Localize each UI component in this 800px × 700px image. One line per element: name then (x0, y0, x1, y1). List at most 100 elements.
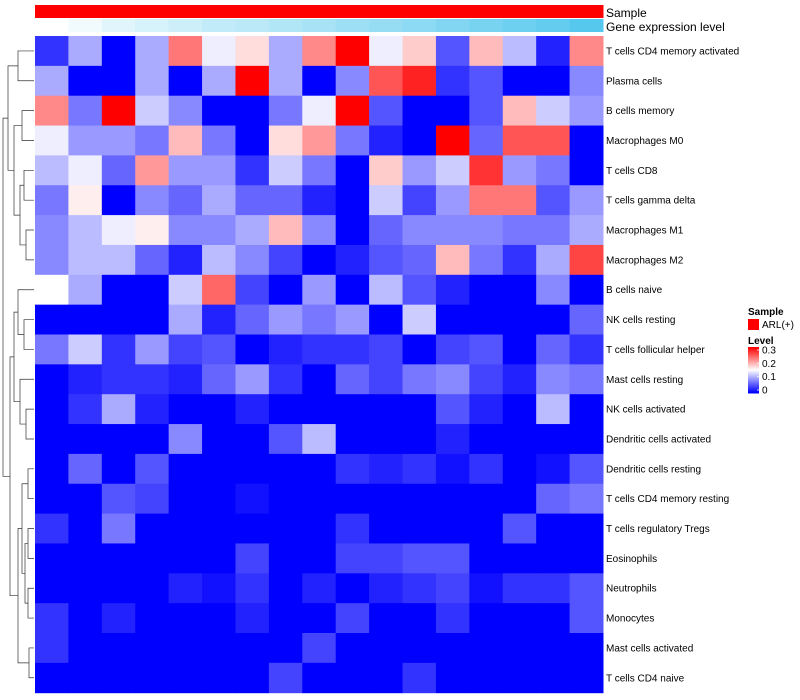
sample-annotation-cell (369, 5, 404, 18)
heatmap-cell (502, 633, 537, 664)
sample-annotation-cell (402, 5, 437, 18)
heatmap-cell (101, 573, 136, 604)
heatmap-cell (101, 36, 136, 67)
heatmap-cell (502, 155, 537, 186)
heatmap-cell (469, 155, 504, 186)
legend-sample-title: Sample (748, 307, 784, 318)
heatmap-cell (202, 274, 236, 306)
row-label: T cells CD4 memory resting (606, 494, 729, 505)
heatmap-cell (68, 573, 103, 604)
heatmap-cell (502, 513, 537, 544)
row-label: Monocytes (606, 614, 654, 625)
heatmap-cell (335, 304, 370, 335)
heatmap-cell (35, 274, 69, 306)
heatmap-cell (35, 125, 69, 156)
sample-annotation-cell (335, 5, 370, 18)
heatmap-cell (202, 424, 236, 455)
heatmap-cell (435, 65, 470, 97)
row-label: Dendritic cells resting (606, 464, 701, 475)
heatmap-cell (101, 125, 136, 156)
gene-expression-annotation-cell (135, 19, 170, 32)
heatmap-cell (202, 304, 236, 335)
heatmap-cell (202, 95, 236, 127)
heatmap-cell (235, 65, 270, 97)
heatmap-cell (435, 394, 470, 425)
heatmap-cell (202, 334, 236, 365)
heatmap-cell (569, 36, 604, 67)
heatmap-cell (435, 36, 470, 67)
dendrogram-branch (19, 378, 34, 425)
heatmap-cell (369, 65, 404, 97)
heatmap-cell (469, 304, 504, 335)
gene-expression-annotation-cell (268, 19, 303, 32)
heatmap-cell (402, 424, 437, 455)
heatmap-cell (369, 543, 404, 574)
heatmap-cell (168, 215, 203, 246)
heatmap-cell (101, 662, 136, 694)
legend-sample-swatch (748, 319, 759, 330)
heatmap-cell (335, 394, 370, 425)
legend-level-title: Level (748, 336, 774, 347)
heatmap-cell (35, 36, 69, 67)
heatmap-cell (369, 483, 404, 515)
heatmap-cell (168, 662, 203, 694)
heatmap-cell (235, 36, 270, 67)
heatmap-cell (268, 513, 303, 544)
sample-annotation-cell (536, 5, 571, 18)
legend-gradient-step (748, 350, 759, 352)
heatmap-cell (235, 603, 270, 634)
heatmap-cell (469, 65, 504, 97)
heatmap-cell (469, 95, 504, 127)
heatmap-cell (569, 244, 604, 276)
heatmap-cell (302, 603, 337, 634)
heatmap-cell (369, 334, 404, 365)
heatmap-cell (302, 334, 337, 365)
heatmap-cell (502, 394, 537, 425)
heatmap-cell (335, 483, 370, 515)
heatmap-cell (469, 394, 504, 425)
heatmap-cell (369, 95, 404, 127)
heatmap-cell (35, 185, 69, 216)
heatmap-cell (168, 185, 203, 216)
heatmap-cell (202, 573, 236, 604)
heatmap-cell (369, 573, 404, 604)
heatmap-cell (536, 513, 571, 544)
heatmap-cell (68, 424, 103, 455)
heatmap-cell (502, 215, 537, 246)
heatmap-cell (335, 36, 370, 67)
gene-expression-annotation-cell (369, 19, 404, 32)
heatmap-cell (502, 244, 537, 276)
heatmap-cell (135, 95, 170, 127)
heatmap-cell (302, 483, 337, 515)
heatmap-cell (268, 573, 303, 604)
heatmap-cell (536, 662, 571, 694)
heatmap-cell (68, 65, 103, 97)
heatmap-cell (202, 483, 236, 515)
heatmap-cell (335, 155, 370, 186)
heatmap-cell (536, 215, 571, 246)
gene-expression-annotation-cell (335, 19, 370, 32)
heatmap-cell (268, 603, 303, 634)
heatmap-cell (402, 483, 437, 515)
legend-gradient-step (748, 379, 759, 381)
heatmap-cell (235, 513, 270, 544)
heatmap-cell (101, 364, 136, 395)
heatmap-cell (168, 453, 203, 485)
heatmap-cell (268, 633, 303, 664)
heatmap-cell (402, 603, 437, 634)
heatmap-cell (502, 95, 537, 127)
legend-gradient-step (748, 377, 759, 379)
column-annotations: Sample Gene expression level (35, 5, 725, 34)
heatmap-cell (302, 125, 337, 156)
legend-gradient-step (748, 362, 759, 364)
heatmap-cell (536, 125, 571, 156)
dendrogram-branch (25, 408, 34, 440)
heatmap-cell (569, 603, 604, 634)
heatmap-cell (268, 65, 303, 97)
gene-expression-annotation-cell (435, 19, 470, 32)
heatmap-cell (68, 603, 103, 634)
heatmap-cell (68, 543, 103, 574)
heatmap-cell (502, 304, 537, 335)
sample-annotation-cell (101, 5, 136, 18)
heatmap-cell (168, 513, 203, 544)
